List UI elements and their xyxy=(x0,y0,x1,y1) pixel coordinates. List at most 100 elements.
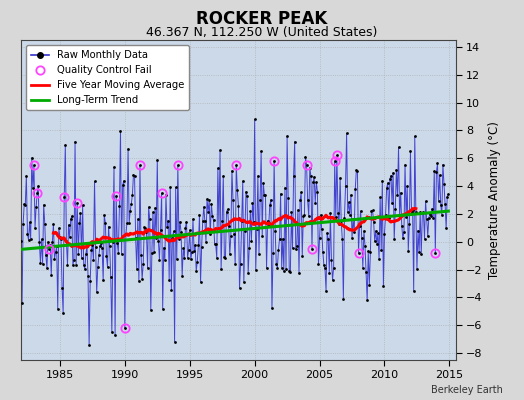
Point xyxy=(101,220,110,226)
Point xyxy=(160,244,168,251)
Point xyxy=(422,216,431,222)
Point xyxy=(427,213,435,219)
Point xyxy=(60,194,69,200)
Point xyxy=(172,256,181,262)
Point xyxy=(24,236,32,243)
Point xyxy=(411,133,419,140)
Point xyxy=(239,279,248,286)
Point xyxy=(401,161,409,168)
Point xyxy=(271,228,279,234)
Point xyxy=(325,270,333,276)
Point xyxy=(423,233,432,239)
Point xyxy=(375,256,383,262)
Point xyxy=(292,242,301,249)
Point xyxy=(439,161,447,168)
Point xyxy=(88,242,96,248)
Point xyxy=(264,217,272,224)
Point xyxy=(61,142,70,148)
Point xyxy=(158,305,167,312)
Point xyxy=(31,224,39,231)
Point xyxy=(139,261,147,267)
Point xyxy=(127,200,136,207)
Point xyxy=(247,238,256,244)
Point xyxy=(213,255,221,261)
Point xyxy=(350,228,358,235)
Point xyxy=(434,198,443,204)
Point xyxy=(205,197,213,204)
Point xyxy=(376,194,384,200)
Point xyxy=(294,207,302,213)
Point xyxy=(99,277,107,284)
Point xyxy=(417,251,425,258)
Point xyxy=(206,231,214,238)
Point xyxy=(51,249,60,255)
Point xyxy=(326,210,334,216)
Point xyxy=(429,214,438,221)
Point xyxy=(346,212,354,218)
Point xyxy=(364,248,373,254)
Point xyxy=(141,225,149,231)
Point xyxy=(236,260,245,267)
Point xyxy=(178,273,187,279)
Point xyxy=(279,236,287,242)
Point xyxy=(177,229,185,235)
Point xyxy=(349,216,357,223)
Point xyxy=(198,243,206,250)
Point xyxy=(297,189,305,196)
Point xyxy=(331,158,339,164)
Point xyxy=(203,196,211,202)
Point xyxy=(100,212,108,218)
Point xyxy=(303,197,312,204)
Point xyxy=(74,250,82,257)
Point xyxy=(33,190,41,196)
Point xyxy=(211,241,219,247)
Point xyxy=(420,236,429,242)
Point xyxy=(296,197,304,204)
Point xyxy=(48,239,57,246)
Point xyxy=(340,215,348,221)
Point xyxy=(333,152,341,159)
Point xyxy=(394,192,402,198)
Point xyxy=(284,195,292,201)
Point xyxy=(188,248,196,255)
Point xyxy=(225,251,234,258)
Point xyxy=(93,289,101,296)
Point xyxy=(305,164,314,171)
Point xyxy=(235,285,244,291)
Point xyxy=(390,236,398,242)
Y-axis label: Temperature Anomaly (°C): Temperature Anomaly (°C) xyxy=(488,121,501,279)
Point xyxy=(351,186,359,192)
Point xyxy=(324,236,332,243)
Point xyxy=(354,250,363,256)
Point xyxy=(79,201,87,208)
Point xyxy=(345,199,353,206)
Point xyxy=(421,198,430,204)
Point xyxy=(102,252,111,259)
Point xyxy=(412,208,420,215)
Point xyxy=(117,251,126,257)
Point xyxy=(406,148,414,154)
Point xyxy=(257,148,265,154)
Point xyxy=(295,270,303,276)
Point xyxy=(230,231,238,238)
Point xyxy=(283,133,291,139)
Point xyxy=(210,217,218,224)
Point xyxy=(223,206,232,212)
Point xyxy=(246,208,255,214)
Point xyxy=(316,212,325,218)
Point xyxy=(389,170,397,176)
Point xyxy=(385,214,393,221)
Point xyxy=(407,209,416,215)
Point xyxy=(249,219,258,225)
Point xyxy=(432,169,441,175)
Point xyxy=(409,288,418,294)
Point xyxy=(62,238,71,245)
Point xyxy=(313,188,322,195)
Point xyxy=(415,249,423,255)
Point xyxy=(78,255,86,261)
Point xyxy=(83,243,91,249)
Point xyxy=(183,255,192,261)
Point xyxy=(443,194,451,200)
Point xyxy=(29,185,37,192)
Point xyxy=(273,264,281,271)
